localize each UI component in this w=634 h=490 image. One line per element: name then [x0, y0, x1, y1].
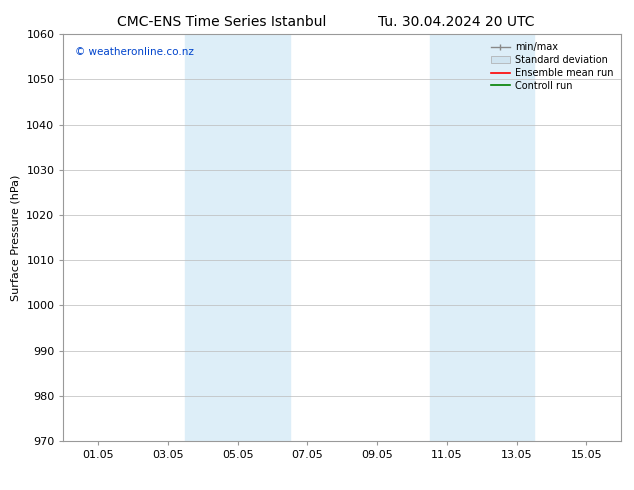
Text: Tu. 30.04.2024 20 UTC: Tu. 30.04.2024 20 UTC	[378, 15, 534, 29]
Text: © weatheronline.co.nz: © weatheronline.co.nz	[75, 47, 193, 56]
Bar	[185, 34, 290, 441]
Bar	[429, 34, 534, 441]
Y-axis label: Surface Pressure (hPa): Surface Pressure (hPa)	[11, 174, 21, 301]
Bar	[464, 34, 500, 441]
Legend: min/max, Standard deviation, Ensemble mean run, Controll run: min/max, Standard deviation, Ensemble me…	[488, 39, 616, 94]
Text: CMC-ENS Time Series Istanbul: CMC-ENS Time Series Istanbul	[117, 15, 327, 29]
Bar	[221, 34, 255, 441]
